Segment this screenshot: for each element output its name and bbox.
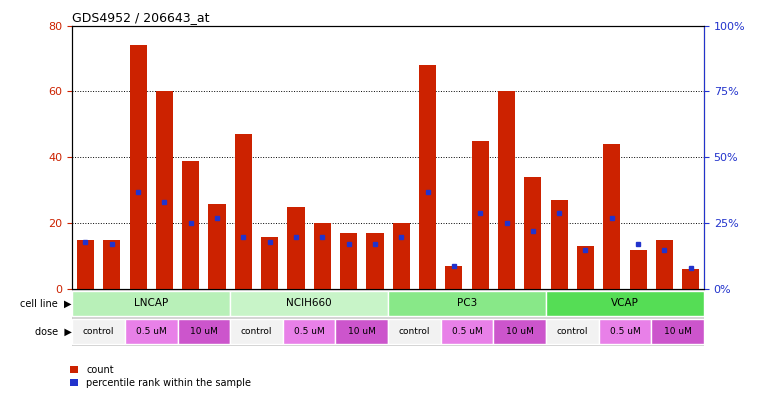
Bar bbox=[72, 319, 125, 344]
Bar bbox=[231, 319, 283, 344]
Bar bbox=[77, 240, 94, 289]
Bar bbox=[288, 207, 304, 289]
Bar bbox=[235, 134, 252, 289]
Bar bbox=[340, 233, 357, 289]
Bar bbox=[546, 291, 704, 316]
Bar bbox=[599, 319, 651, 344]
Bar bbox=[498, 92, 515, 289]
Bar bbox=[72, 291, 231, 316]
Text: cell line  ▶: cell line ▶ bbox=[21, 298, 72, 309]
Text: dose  ▶: dose ▶ bbox=[35, 327, 72, 337]
Bar bbox=[577, 246, 594, 289]
Text: 0.5 uM: 0.5 uM bbox=[294, 327, 324, 336]
Bar bbox=[231, 291, 388, 316]
Bar bbox=[441, 319, 493, 344]
Bar bbox=[366, 233, 384, 289]
Text: 10 uM: 10 uM bbox=[506, 327, 533, 336]
Text: 0.5 uM: 0.5 uM bbox=[610, 327, 640, 336]
Bar bbox=[603, 144, 620, 289]
Bar bbox=[472, 141, 489, 289]
Bar bbox=[682, 270, 699, 289]
Text: 10 uM: 10 uM bbox=[348, 327, 376, 336]
Bar bbox=[261, 237, 279, 289]
Bar bbox=[182, 161, 199, 289]
Text: NCIH660: NCIH660 bbox=[286, 298, 332, 309]
Text: control: control bbox=[240, 327, 272, 336]
Text: GDS4952 / 206643_at: GDS4952 / 206643_at bbox=[72, 11, 210, 24]
Bar bbox=[445, 266, 463, 289]
Text: LNCAP: LNCAP bbox=[134, 298, 168, 309]
Text: PC3: PC3 bbox=[457, 298, 477, 309]
Bar bbox=[524, 177, 541, 289]
Bar bbox=[336, 319, 388, 344]
Bar bbox=[629, 250, 647, 289]
Bar bbox=[156, 92, 173, 289]
Text: control: control bbox=[556, 327, 588, 336]
Bar bbox=[209, 204, 225, 289]
Text: 10 uM: 10 uM bbox=[664, 327, 692, 336]
Legend: count, percentile rank within the sample: count, percentile rank within the sample bbox=[69, 365, 251, 388]
Bar bbox=[129, 45, 147, 289]
Bar bbox=[388, 319, 441, 344]
Bar bbox=[388, 291, 546, 316]
Bar bbox=[103, 240, 120, 289]
Text: VCAP: VCAP bbox=[611, 298, 639, 309]
Bar bbox=[493, 319, 546, 344]
Bar bbox=[419, 65, 436, 289]
Bar bbox=[656, 240, 673, 289]
Bar bbox=[551, 200, 568, 289]
Bar bbox=[651, 319, 704, 344]
Text: control: control bbox=[83, 327, 114, 336]
Text: control: control bbox=[399, 327, 430, 336]
Bar bbox=[283, 319, 336, 344]
Bar bbox=[393, 223, 410, 289]
Bar bbox=[314, 223, 331, 289]
Bar bbox=[125, 319, 177, 344]
Text: 10 uM: 10 uM bbox=[190, 327, 218, 336]
Bar bbox=[546, 319, 599, 344]
Text: 0.5 uM: 0.5 uM bbox=[452, 327, 482, 336]
Bar bbox=[177, 319, 230, 344]
Text: 0.5 uM: 0.5 uM bbox=[136, 327, 167, 336]
